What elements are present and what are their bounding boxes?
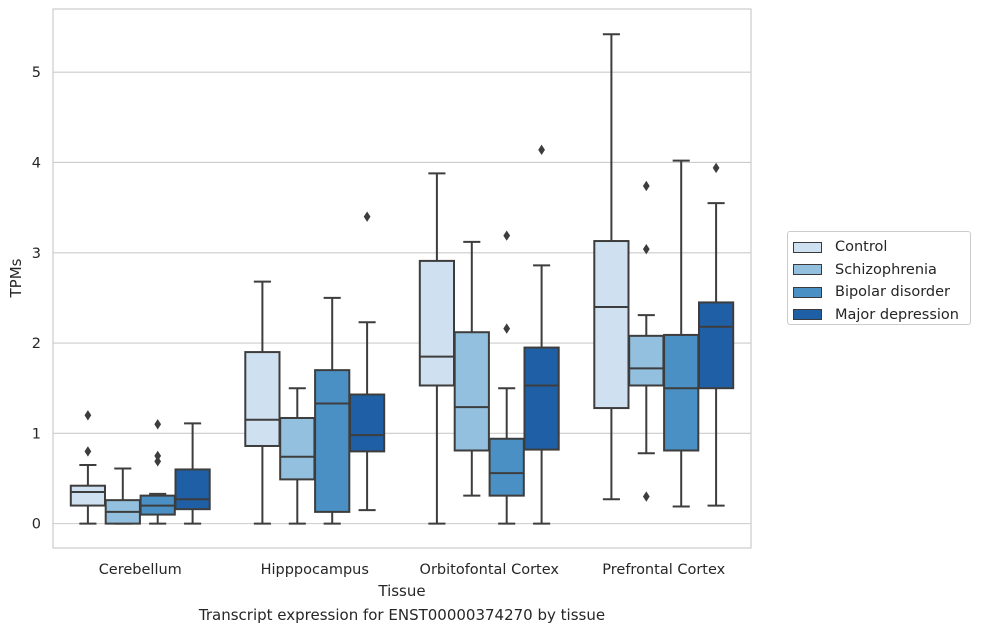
y-tick-label: 3: [32, 246, 41, 262]
box-iqr: [244, 351, 281, 447]
outlier-point: [154, 456, 162, 467]
x-axis-label: Tissue: [377, 582, 425, 600]
box-bipolar-disorder-orbitofontal-cortex: [488, 230, 525, 525]
box-iqr: [628, 334, 665, 387]
gridlines: [53, 71, 751, 525]
y-tick-label: 5: [32, 65, 41, 81]
box-iqr: [279, 416, 316, 481]
legend-label: Control: [835, 239, 888, 256]
box-series: [69, 33, 735, 525]
box-control-hipppocampus: [244, 280, 281, 525]
y-tick-labels: 0 1 2 3 4 5: [32, 65, 41, 532]
outlier-point: [363, 211, 371, 222]
y-tick-label: 4: [32, 155, 41, 171]
box-major-depression-orbitofontal-cortex: [523, 144, 560, 525]
legend-label: Schizophrenia: [835, 261, 937, 278]
legend-item-schizophrenia: Schizophrenia: [793, 259, 970, 282]
series-schizophrenia: [104, 180, 665, 525]
box-bipolar-disorder-cerebellum: [139, 419, 176, 525]
outlier-point: [84, 446, 92, 457]
box-control-orbitofontal-cortex: [418, 172, 456, 525]
box-iqr: [174, 468, 211, 511]
box-schizophrenia-cerebellum: [104, 467, 141, 525]
box-iqr: [418, 259, 456, 387]
outlier-point: [503, 230, 511, 241]
box-iqr: [348, 393, 386, 453]
x-tick-labels: Cerebellum Hipppocampus Orbitofontal Corte…: [99, 562, 726, 578]
box-schizophrenia-orbitofontal-cortex: [453, 240, 490, 497]
box-iqr: [453, 331, 490, 452]
outlier-point: [154, 450, 162, 462]
legend-item-major-depression: Major depression: [793, 304, 970, 327]
box-bipolar-disorder-prefrontal-cortex: [663, 159, 700, 508]
x-tick-label: Cerebellum: [99, 562, 182, 578]
series-major-depression: [174, 144, 735, 525]
y-tick-label: 1: [32, 426, 41, 442]
legend-swatch-schizophrenia: [793, 264, 822, 276]
series-bipolar-disorder: [139, 159, 700, 525]
outlier-point: [154, 419, 162, 430]
x-tick-label: Prefrontal Cortex: [602, 562, 725, 578]
plot-background: [53, 9, 751, 548]
outlier-point: [538, 144, 545, 156]
legend-label: Bipolar disorder: [835, 284, 950, 301]
legend-item-control: Control: [793, 236, 970, 259]
box-iqr: [314, 369, 351, 513]
box-major-depression-cerebellum: [174, 422, 211, 525]
box-bipolar-disorder-hipppocampus: [314, 296, 351, 525]
y-tick-label: 0: [32, 517, 41, 533]
legend: Control Schizophrenia Bipolar disorder M…: [787, 231, 971, 325]
box-major-depression-prefrontal-cortex: [697, 162, 735, 507]
box-iqr: [488, 437, 525, 497]
box-iqr: [593, 240, 630, 410]
legend-swatch-major-depression: [793, 309, 822, 321]
x-tick-label: Hipppocampus: [261, 562, 369, 578]
series-control: [69, 33, 630, 525]
box-iqr: [663, 333, 700, 452]
figure-caption: Transcript expression for ENST0000037427…: [198, 606, 606, 624]
legend-swatch-control: [793, 241, 822, 253]
box-control-cerebellum: [69, 410, 107, 525]
box-major-depression-hipppocampus: [348, 211, 386, 512]
y-axis-label: TPMs: [7, 258, 25, 298]
box-iqr: [697, 301, 735, 390]
box-schizophrenia-prefrontal-cortex: [628, 180, 665, 502]
x-tick-label: Orbitofontal Cortex: [420, 562, 560, 578]
legend-label: Major depression: [835, 306, 959, 323]
legend-swatch-bipolar-disorder: [793, 286, 822, 298]
outlier-point: [84, 410, 92, 421]
outlier-point: [712, 162, 720, 174]
box-control-prefrontal-cortex: [593, 33, 630, 501]
box-schizophrenia-hipppocampus: [279, 387, 316, 525]
outlier-point: [503, 323, 511, 334]
y-tick-label: 2: [32, 336, 41, 352]
legend-item-bipolar-disorder: Bipolar disorder: [793, 281, 970, 304]
box-iqr: [523, 346, 560, 451]
outlier-point: [642, 243, 650, 255]
outlier-point: [642, 180, 650, 192]
plot-frame: [52, 8, 752, 549]
outlier-point: [642, 491, 650, 502]
box-iqr: [69, 484, 107, 507]
